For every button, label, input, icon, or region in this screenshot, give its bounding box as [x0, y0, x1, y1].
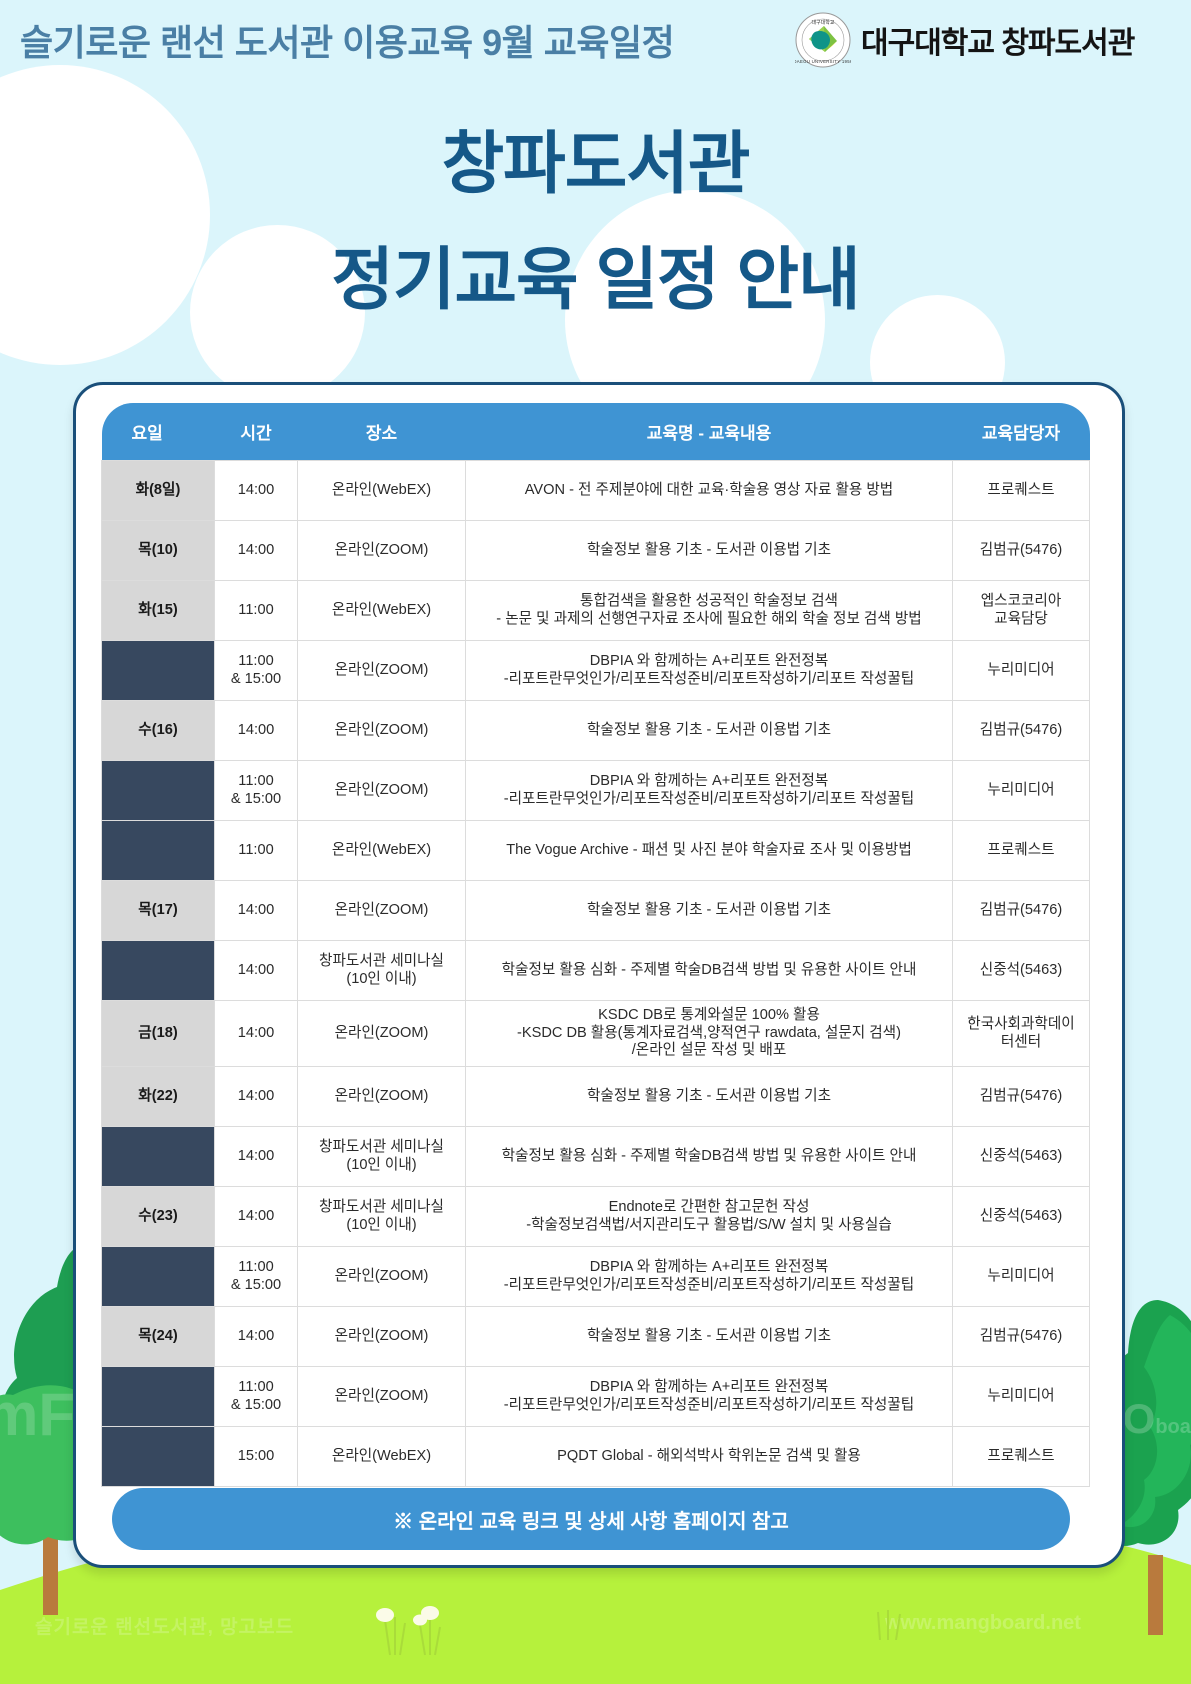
svg-text:대구대학교: 대구대학교: [811, 19, 834, 26]
svg-text:DAEGU UNIVERSITY 1956: DAEGU UNIVERSITY 1956: [795, 59, 851, 64]
